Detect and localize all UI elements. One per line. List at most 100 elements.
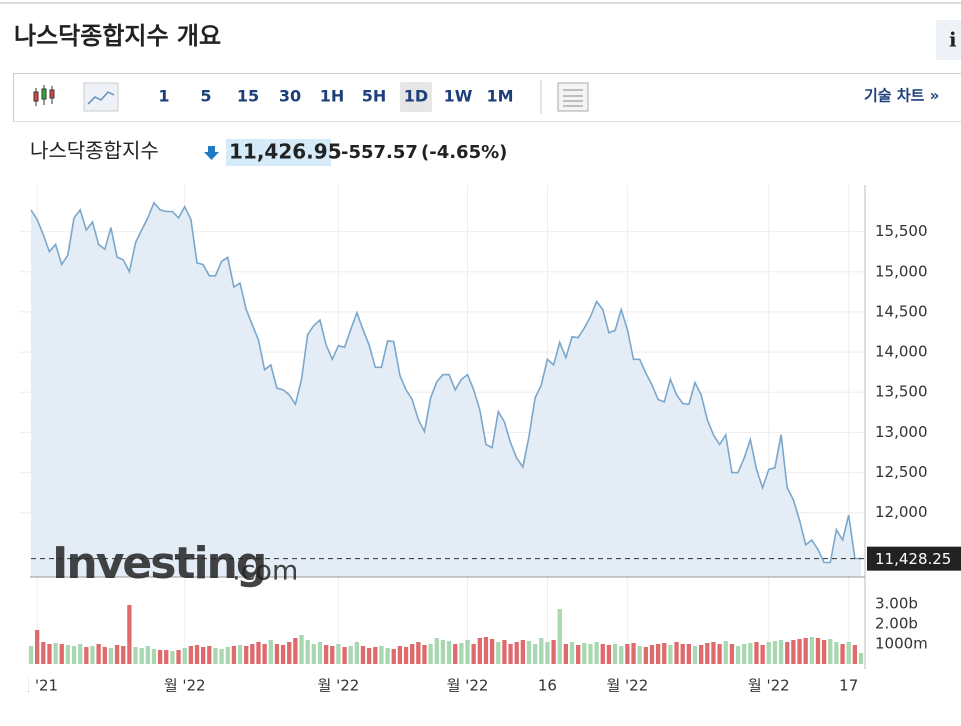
line-icon (87, 91, 115, 105)
info-button[interactable] (936, 20, 961, 60)
volume-bar (576, 645, 581, 664)
volume-bar (569, 642, 575, 664)
interval-button[interactable]: 1W (444, 87, 473, 106)
interval-button[interactable]: 1M (486, 87, 513, 106)
volume-bar (858, 653, 864, 664)
volume-bar (600, 644, 605, 664)
volume-bar (53, 643, 58, 664)
tech-chart-link[interactable]: 기술 차트 » (864, 87, 939, 105)
volume-bar (102, 647, 107, 664)
interval-button[interactable]: 1 (158, 87, 169, 106)
volume-bar (71, 646, 77, 664)
volume-bar (477, 638, 482, 664)
volume-bar (545, 642, 550, 664)
interval-button[interactable]: 15 (237, 87, 259, 106)
volume-bar (360, 646, 366, 664)
quote-price: 11,426.95 (229, 140, 342, 164)
interval-selected (400, 82, 432, 112)
x-tick-label: 월 '22 (447, 677, 489, 695)
volume-bar (287, 642, 292, 664)
volume-bar (397, 646, 403, 664)
interval-button[interactable]: 1D (404, 87, 428, 106)
volume-bar (108, 648, 114, 664)
interval-button[interactable]: 5H (362, 87, 387, 106)
volume-bar (336, 644, 341, 664)
x-tick-label: 16 (538, 677, 557, 695)
volume-bar (754, 642, 759, 664)
volume-bar (28, 646, 34, 664)
interval-button[interactable]: 5 (200, 87, 211, 106)
y-tick-label: 12,000 (875, 503, 928, 521)
volume-bar (133, 647, 138, 664)
y-tick-label: 13,500 (875, 383, 928, 401)
x-tick-label: 월 '21 (16, 677, 58, 695)
last-price-label: 11,428.25 (875, 550, 951, 568)
quote-change: -557.57 (341, 142, 418, 163)
volume-bar (410, 644, 415, 664)
volume-bar (170, 651, 175, 664)
interval-button[interactable]: 30 (279, 87, 301, 106)
volume-bar (840, 644, 845, 664)
volume-bar (440, 640, 446, 664)
layout-icon[interactable] (557, 82, 589, 112)
interval-button[interactable]: 1H (320, 87, 345, 106)
volume-bar (520, 640, 526, 664)
volume-bar (348, 646, 353, 664)
volume-bar (508, 644, 513, 664)
volume-bar (317, 642, 323, 664)
interval-group: 1 5 15 30 1H 5H 1D 1W 1M (158, 82, 514, 112)
watermark-domain: .com (232, 556, 298, 587)
volume-bar (182, 648, 187, 664)
volume-bar (723, 641, 728, 664)
layout-icon-lines (563, 89, 583, 107)
volume-bar (846, 642, 851, 664)
volume-bar (403, 647, 409, 664)
volume-bar (698, 645, 704, 664)
x-tick-label: 월 '22 (318, 677, 360, 695)
volume-bar (416, 642, 421, 664)
volume-bar (778, 640, 784, 664)
volume-bar (588, 644, 593, 664)
volume-bar (711, 642, 716, 664)
volume-bar (735, 646, 741, 664)
volume-bar (686, 644, 692, 664)
y-tick-label: 15,500 (875, 222, 928, 240)
volume-bar (342, 647, 347, 664)
volume-bar (434, 638, 439, 664)
volume-bar (729, 644, 735, 664)
volume-bar (219, 649, 224, 664)
x-tick-label: 월 '22 (748, 677, 790, 695)
info-icon[interactable]: i (949, 28, 957, 52)
volume-bar (274, 644, 280, 664)
volume-bar (237, 645, 243, 664)
x-tick-label: 월 '22 (606, 677, 648, 695)
volume-bar (692, 646, 698, 664)
line-icon-button[interactable] (83, 82, 119, 112)
volume-bar (760, 645, 765, 664)
volume-bar (391, 649, 396, 664)
volume-bar (41, 642, 46, 664)
volume-bar (244, 646, 249, 664)
volume-bar (213, 648, 218, 664)
volume-bar (164, 650, 169, 664)
volume-bar (176, 650, 181, 664)
volume-bar (809, 637, 814, 664)
volume-bar (606, 645, 612, 664)
volume-bar (231, 646, 237, 664)
price-highlight (226, 139, 331, 166)
y-tick-label: 12,500 (875, 463, 928, 481)
volume-bar (139, 648, 144, 664)
volume-bar (649, 645, 655, 664)
volume-bar (422, 645, 427, 664)
volume-bar (446, 641, 452, 664)
volume-bar (151, 649, 157, 664)
volume-bar (200, 647, 206, 664)
y-tick-label: 14,500 (875, 302, 928, 320)
candle-icon[interactable] (33, 85, 55, 106)
volume-bar (852, 645, 858, 664)
volume-bar (496, 642, 501, 664)
quote-name: 나스닥종합지수 (30, 139, 159, 163)
volume-bar (459, 643, 464, 664)
volume-bar (551, 640, 556, 664)
